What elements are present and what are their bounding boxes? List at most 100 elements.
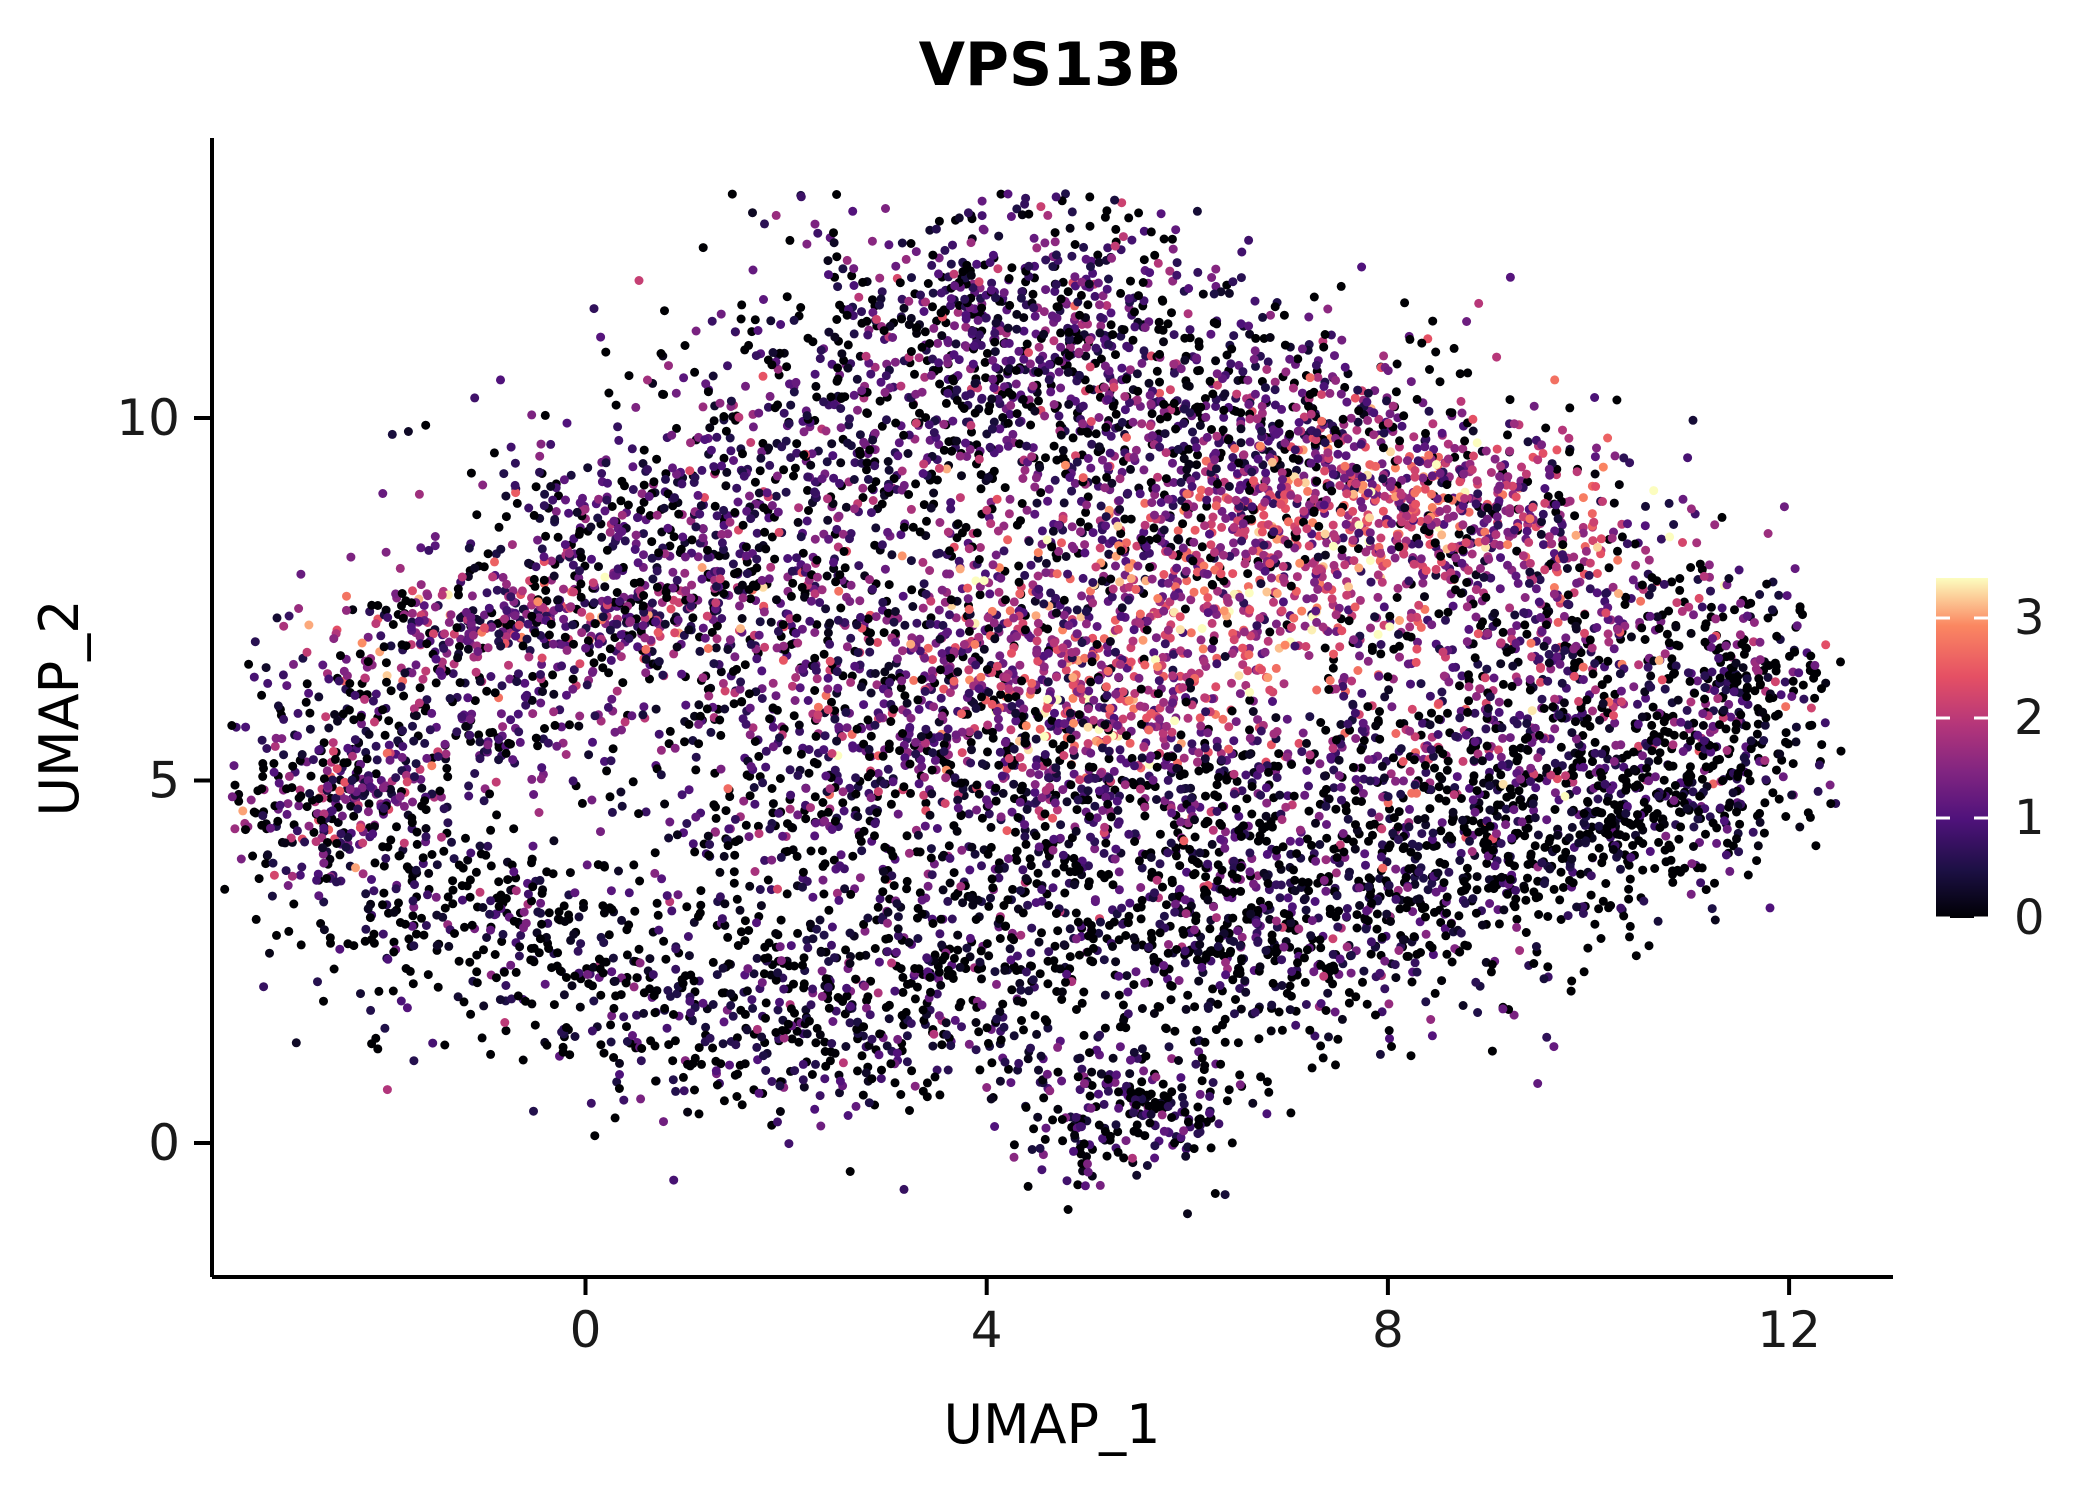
data-point (653, 910, 663, 920)
data-point (748, 422, 758, 432)
data-point (925, 566, 935, 575)
data-point (718, 1039, 728, 1049)
data-point (937, 585, 947, 595)
data-point (399, 691, 409, 701)
data-point (881, 1002, 891, 1012)
data-point (1140, 811, 1150, 821)
data-point (834, 586, 844, 596)
data-point (661, 474, 670, 484)
data-point (1357, 688, 1367, 698)
data-point (805, 616, 815, 626)
data-point (607, 502, 617, 511)
data-point (1175, 884, 1185, 894)
data-point (1458, 520, 1468, 530)
data-point (329, 964, 339, 974)
data-point (1249, 879, 1258, 889)
data-point (768, 742, 778, 752)
data-point (448, 885, 458, 895)
data-point (821, 604, 831, 614)
data-point (965, 389, 975, 399)
data-point (378, 489, 388, 498)
data-point (1086, 463, 1096, 473)
data-point (768, 348, 778, 357)
data-point (1110, 195, 1120, 205)
data-point (730, 652, 740, 662)
data-point (1471, 570, 1481, 580)
data-point (1523, 437, 1533, 447)
data-point (586, 1098, 596, 1108)
data-point (1020, 465, 1030, 475)
data-point (1590, 452, 1600, 462)
data-point (810, 792, 820, 802)
data-point (1186, 595, 1196, 605)
data-point (920, 821, 930, 831)
data-point (741, 820, 751, 830)
data-point (932, 1065, 942, 1075)
data-point (703, 831, 713, 841)
data-point (996, 812, 1006, 822)
data-point (1263, 636, 1273, 646)
data-point (1050, 475, 1060, 485)
data-point (1079, 242, 1089, 252)
data-point (870, 669, 880, 678)
data-point (610, 1113, 620, 1123)
data-point (544, 944, 554, 953)
data-point (698, 243, 708, 253)
data-point (919, 790, 929, 800)
data-point (600, 572, 610, 582)
data-point (1069, 880, 1079, 890)
data-point (600, 862, 609, 872)
data-point (1042, 859, 1051, 869)
data-point (1278, 597, 1288, 607)
data-point (1176, 1073, 1186, 1083)
data-point (1154, 317, 1164, 327)
data-point (301, 697, 311, 707)
data-point (1508, 661, 1518, 671)
data-point (1697, 774, 1707, 784)
data-point (1352, 425, 1362, 435)
data-point (1292, 572, 1302, 582)
data-point (845, 1167, 855, 1176)
data-point (949, 269, 959, 279)
data-point (1384, 999, 1394, 1009)
data-point (1034, 342, 1044, 352)
data-point (1696, 878, 1706, 888)
data-point (1173, 526, 1183, 536)
data-point (396, 996, 406, 1006)
data-point (937, 331, 947, 341)
data-point (1073, 1180, 1083, 1190)
data-point (1037, 1165, 1047, 1175)
data-point (702, 704, 712, 714)
data-point (1376, 640, 1386, 649)
data-point (1340, 382, 1350, 392)
data-point (1302, 594, 1312, 604)
data-point (1304, 886, 1314, 896)
data-point (548, 869, 558, 879)
data-point (813, 228, 823, 238)
data-point (933, 338, 943, 348)
data-point (1473, 629, 1483, 639)
data-point (737, 1100, 747, 1110)
data-point (828, 1017, 838, 1026)
data-point (1048, 1115, 1058, 1125)
data-point (1129, 1047, 1139, 1057)
data-point (631, 402, 641, 412)
data-point (822, 571, 832, 581)
data-point (1262, 365, 1272, 374)
data-point (1653, 755, 1663, 765)
data-point (540, 979, 550, 989)
data-point (378, 705, 388, 715)
data-point (1753, 719, 1763, 729)
data-point (1016, 886, 1025, 896)
data-point (736, 927, 746, 937)
data-point (466, 1009, 476, 1019)
data-point (438, 912, 448, 922)
data-point (1578, 675, 1588, 685)
data-point (386, 835, 396, 845)
data-point (1462, 578, 1472, 587)
data-point (514, 669, 523, 679)
data-point (282, 809, 292, 819)
data-point (1779, 502, 1789, 512)
data-point (472, 950, 482, 960)
data-point (386, 686, 396, 696)
